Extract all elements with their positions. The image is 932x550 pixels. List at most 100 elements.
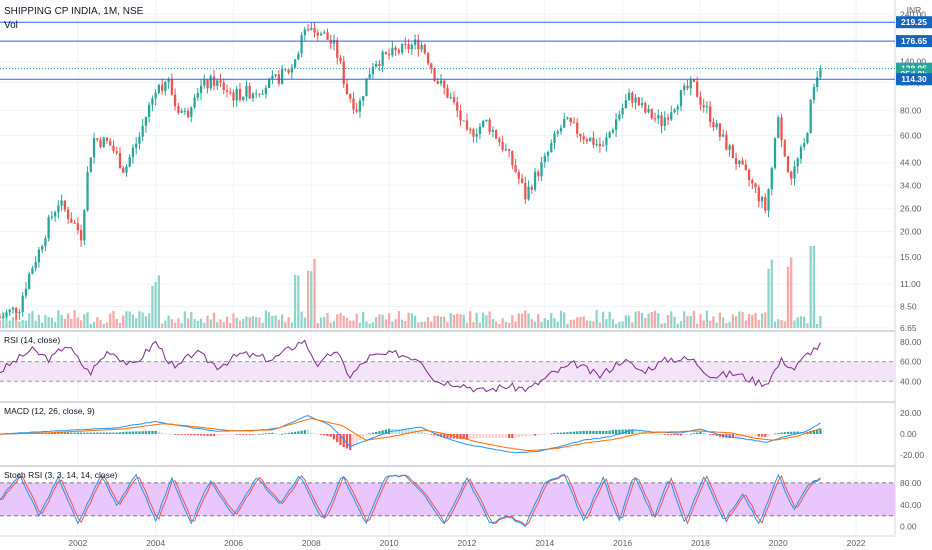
volume-bar xyxy=(60,315,63,328)
volume-bar xyxy=(274,315,277,328)
macd-histogram-bar xyxy=(786,431,790,434)
candle-body xyxy=(34,262,37,269)
volume-bar xyxy=(404,321,407,328)
candle-body xyxy=(660,115,663,126)
macd-histogram-bar xyxy=(115,432,118,434)
candle-body xyxy=(313,27,316,33)
volume-bar xyxy=(686,315,689,328)
macd-histogram-bar xyxy=(144,431,148,434)
candle-body xyxy=(809,99,812,134)
candle-body xyxy=(770,167,773,190)
candle-body xyxy=(543,155,546,163)
volume-bar xyxy=(79,320,83,328)
volume-bar xyxy=(128,311,131,328)
volume-bar xyxy=(637,311,640,328)
stoch-d-line xyxy=(0,474,821,526)
volume-bar xyxy=(799,316,803,328)
candle-body xyxy=(608,132,611,138)
macd-tick-label: -20.00 xyxy=(900,450,924,460)
rsi-tick-label: 60.00 xyxy=(900,357,922,367)
macd-histogram-bar xyxy=(650,433,653,434)
candle-body xyxy=(109,140,112,146)
macd-histogram-bar xyxy=(559,432,563,434)
candle-body xyxy=(183,110,186,112)
macd-histogram-bar xyxy=(186,434,190,435)
volume-bar xyxy=(465,323,469,328)
rsi-tick-label: 80.00 xyxy=(900,337,922,347)
macd-histogram-bar xyxy=(608,430,611,434)
macd-histogram-bar xyxy=(491,434,495,438)
volume-bar xyxy=(812,246,816,328)
candle-body xyxy=(482,120,485,127)
macd-histogram-bar xyxy=(112,432,115,434)
candle-body xyxy=(423,44,426,54)
volume-bar xyxy=(770,259,773,328)
macd-histogram-bar xyxy=(582,430,585,434)
macd-histogram-bar xyxy=(770,434,773,435)
candle-body xyxy=(686,85,689,89)
volume-bar xyxy=(148,313,151,328)
macd-histogram-bar xyxy=(268,433,271,434)
macd-histogram-bar xyxy=(310,432,313,434)
price-badge xyxy=(896,16,932,29)
candle-body xyxy=(209,76,212,89)
macd-histogram-bar xyxy=(251,434,255,435)
macd-histogram-bar xyxy=(196,434,199,436)
candle-body xyxy=(670,112,673,120)
volume-bar xyxy=(699,314,702,328)
candle-body xyxy=(190,107,193,118)
macd-histogram-bar xyxy=(621,429,624,434)
macd-histogram-bar xyxy=(225,434,229,435)
price-tick-label: 140.00 xyxy=(900,56,926,66)
volume-bar xyxy=(86,312,89,328)
candle-body xyxy=(112,145,115,152)
candle-body xyxy=(657,115,660,119)
volume-bar xyxy=(488,311,491,328)
volume-bar xyxy=(190,312,193,328)
macd-histogram-bar xyxy=(816,429,819,434)
macd-histogram-bar xyxy=(99,432,102,434)
candle-body xyxy=(219,80,222,83)
macd-histogram-bar xyxy=(520,434,524,437)
volume-bar xyxy=(614,323,618,328)
candle-body xyxy=(365,78,368,97)
candle-body xyxy=(323,32,326,34)
volume-bar xyxy=(608,311,611,328)
candle-body xyxy=(462,120,465,122)
stoch-k-line xyxy=(0,472,821,528)
candle-body xyxy=(89,157,92,173)
volume-bar xyxy=(303,317,306,328)
volume-bar xyxy=(248,317,251,328)
price-tick-label: 44.00 xyxy=(900,158,922,168)
macd-histogram-bar xyxy=(135,431,138,434)
macd-histogram-bar xyxy=(70,432,73,434)
volume-bar xyxy=(271,316,274,328)
candle-body xyxy=(248,85,251,99)
candle-body xyxy=(699,96,702,105)
candle-body xyxy=(44,238,47,247)
volume-bar xyxy=(618,321,621,328)
candle-body xyxy=(793,166,796,179)
macd-histogram-bar xyxy=(177,434,180,435)
volume-bar xyxy=(589,321,592,328)
candle-body xyxy=(556,131,559,134)
volume-bar xyxy=(0,320,2,328)
macd-histogram-bar xyxy=(618,429,621,434)
volume-bar xyxy=(446,322,449,328)
volume-bar xyxy=(387,313,391,328)
macd-histogram-bar xyxy=(705,433,709,435)
volume-bar xyxy=(407,312,410,328)
macd-histogram-bar xyxy=(229,434,232,435)
macd-histogram-bar xyxy=(232,434,235,435)
macd-histogram-bar xyxy=(527,434,530,436)
macd-histogram-bar xyxy=(530,434,533,436)
volume-bar xyxy=(767,268,770,328)
macd-histogram-bar xyxy=(336,434,339,443)
macd-histogram-bar xyxy=(715,434,718,436)
candle-body xyxy=(773,138,777,168)
candle-body xyxy=(284,68,287,70)
volume-bar xyxy=(803,316,806,328)
candle-body xyxy=(31,268,34,274)
macd-histogram-bar xyxy=(533,434,537,436)
volume-bar xyxy=(63,318,66,328)
